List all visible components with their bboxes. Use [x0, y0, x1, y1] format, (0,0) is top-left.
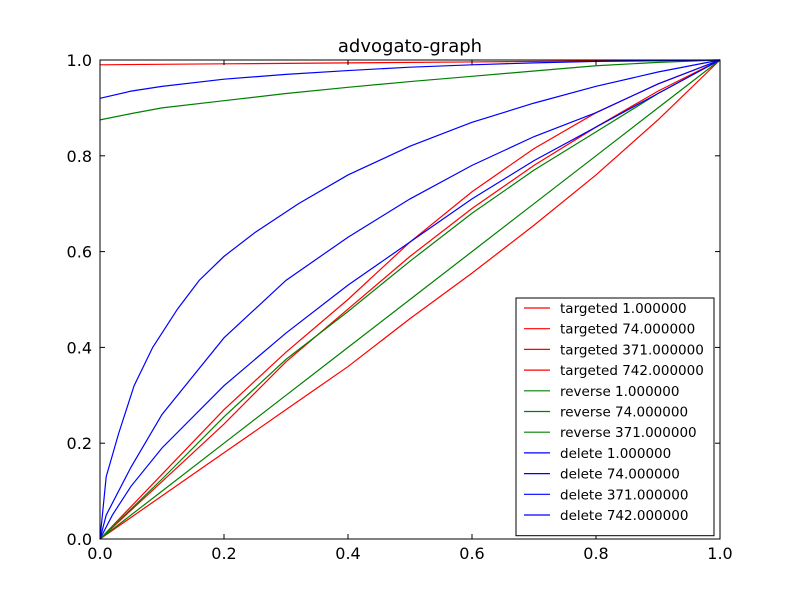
series-line-2 [99, 59, 721, 540]
y-axis: 0.0 0.2 0.4 0.6 0.8 1.0 [67, 51, 720, 549]
x-tick-label: 0.2 [211, 544, 236, 563]
series-line-9 [99, 59, 721, 540]
legend-label: delete 742.000000 [560, 508, 688, 524]
legend-label: delete 1.000000 [560, 446, 671, 462]
legend-label: targeted 371.000000 [560, 342, 704, 358]
legend-label: targeted 74.000000 [560, 322, 695, 338]
y-tick-label: 0.2 [67, 434, 92, 453]
series-line-1 [99, 59, 721, 540]
legend-label: targeted 1.000000 [560, 301, 687, 317]
legend: targeted 1.000000 targeted 74.000000 targe… [515, 297, 715, 537]
plot-frame [99, 59, 721, 540]
legend-label: reverse 74.000000 [560, 405, 688, 421]
legend-label: reverse 371.000000 [560, 425, 697, 441]
series-line-7 [99, 59, 721, 99]
series-line-6 [99, 59, 721, 540]
legend-label: targeted 742.000000 [560, 363, 704, 379]
x-tick-label: 0.8 [583, 544, 608, 563]
series-line-10 [99, 59, 721, 540]
x-tick-label: 0.4 [335, 544, 360, 563]
y-tick-label: 0.8 [67, 147, 92, 166]
legend-label: reverse 1.000000 [560, 384, 679, 400]
chart-title: advogato-graph [338, 36, 482, 57]
y-tick-label: 0.0 [67, 530, 92, 549]
y-tick-label: 1.0 [67, 51, 92, 70]
legend-label: delete 371.000000 [560, 487, 688, 503]
series-line-5 [99, 59, 721, 540]
series-line-4 [99, 59, 721, 121]
legend-box [515, 297, 715, 537]
series-layer [99, 59, 721, 540]
x-tick-label: 0.6 [459, 544, 484, 563]
series-line-8 [99, 59, 721, 540]
y-tick-label: 0.6 [67, 243, 92, 262]
legend-label: delete 74.000000 [560, 467, 680, 483]
x-tick-label: 1.0 [707, 544, 732, 563]
x-tick-label: 0.0 [87, 544, 112, 563]
x-axis: 0.0 0.2 0.4 0.6 0.8 1.0 [87, 60, 733, 563]
y-tick-label: 0.4 [67, 338, 92, 357]
